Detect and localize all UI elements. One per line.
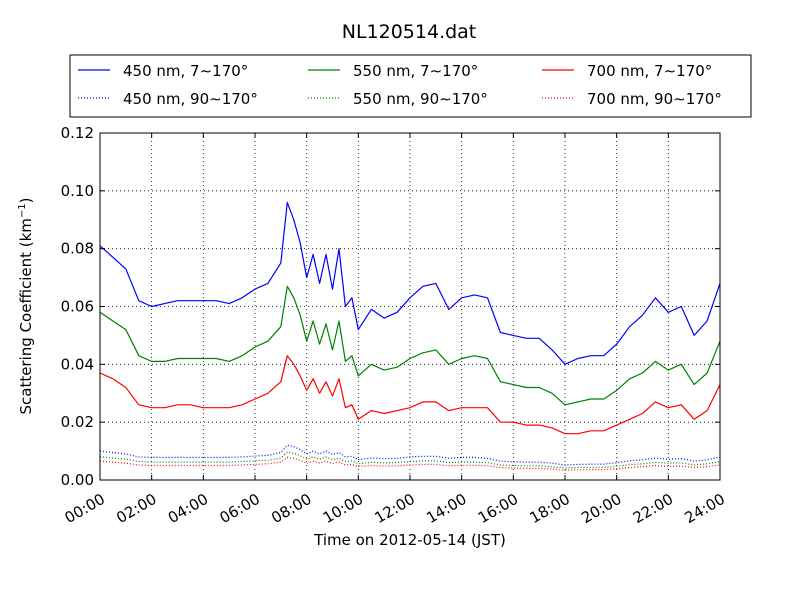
legend-box [69, 54, 752, 118]
x-tick-label: 24:00 [682, 490, 728, 527]
y-tick-label: 0.08 [61, 240, 94, 258]
chart-title: NL120514.dat [342, 21, 477, 43]
series-line-3 [99, 451, 721, 469]
y-tick-label: 0.04 [61, 355, 94, 373]
y-tick-label: 0.12 [61, 124, 94, 142]
x-tick-label: 20:00 [578, 490, 624, 527]
y-tick-label: 0.02 [61, 413, 94, 431]
y-tick-label: 0.06 [61, 298, 94, 316]
x-tick-label: 02:00 [113, 490, 159, 527]
legend-label-5: 700 nm, 90∼170° [587, 90, 722, 108]
series-lines [99, 201, 721, 471]
y-tick-labels: 0.00 0.02 0.04 0.06 0.08 0.10 0.12 [61, 124, 94, 489]
x-tick-label: 16:00 [475, 490, 521, 527]
x-tick-label: 00:00 [62, 490, 108, 527]
y-axis-label-end: ) [17, 197, 35, 203]
series-line-4 [99, 355, 721, 435]
series-line-1 [99, 444, 721, 466]
x-tick-label: 06:00 [217, 490, 263, 527]
y-axis-label: Scattering Coefficient (km−1) [17, 197, 35, 414]
x-tick-label: 22:00 [630, 490, 676, 527]
series-line-0 [99, 201, 721, 365]
x-tick-label: 14:00 [423, 490, 469, 527]
grid [100, 133, 720, 480]
y-axis-label-main: Scattering Coefficient (km [17, 218, 35, 414]
legend-label-4: 700 nm, 7∼170° [587, 62, 712, 80]
ticks [99, 132, 721, 481]
x-tick-label: 18:00 [527, 490, 573, 527]
legend-label-3: 550 nm, 90∼170° [353, 90, 488, 108]
legend: 450 nm, 7∼170° 550 nm, 7∼170° 700 nm, 7∼17… [69, 54, 752, 118]
y-tick-label: 0.10 [61, 182, 94, 200]
x-tick-label: 04:00 [165, 490, 211, 527]
y-tick-label: 0.00 [61, 471, 94, 489]
plot-area [99, 132, 721, 481]
legend-label-1: 450 nm, 90∼170° [123, 90, 258, 108]
x-axis-label: Time on 2012-05-14 (JST) [313, 531, 506, 549]
legend-label-0: 450 nm, 7∼170° [123, 62, 248, 80]
series-line-2 [99, 285, 721, 406]
x-tick-label: 08:00 [268, 490, 314, 527]
legend-label-2: 550 nm, 7∼170° [353, 62, 478, 80]
x-tick-label: 10:00 [320, 490, 366, 527]
y-axis-label-sup: −1 [17, 203, 28, 218]
series-line-5 [99, 456, 721, 471]
x-tick-labels: 00:00 02:00 04:00 06:00 08:00 10:00 12:00 14:00… [62, 490, 728, 527]
x-tick-label: 12:00 [372, 490, 418, 527]
